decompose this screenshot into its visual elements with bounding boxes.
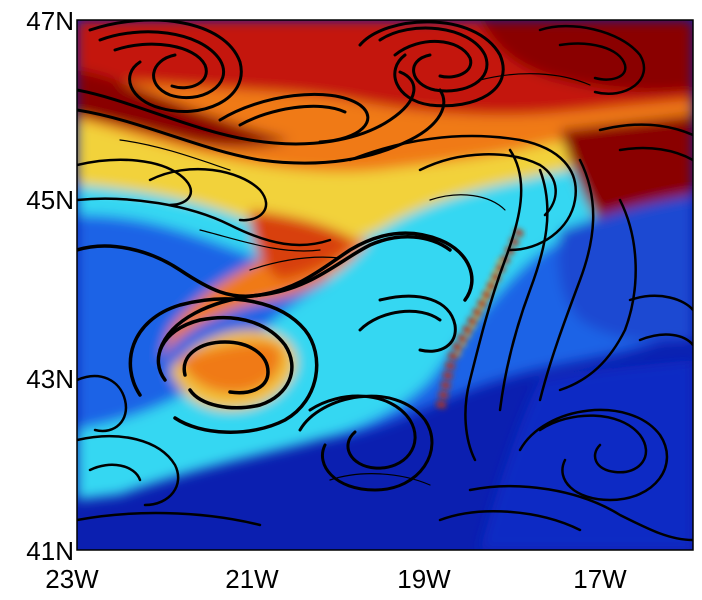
x-tick-label: 21W [225,564,279,594]
x-tick-label: 23W [45,564,99,594]
x-axis: 23W 21W 19W 17W [45,564,627,594]
y-tick-label: 41N [26,536,74,566]
diagonal-streak-secondary [453,259,502,362]
y-axis: 47N 45N 43N 41N [26,6,74,566]
dark-red-patch [480,20,693,92]
orange-eddy [180,341,283,394]
y-tick-label: 47N [26,6,74,36]
sea-field [77,20,693,550]
x-tick-label: 19W [397,564,451,594]
warm-eddy-tongue [160,238,370,360]
y-tick-label: 45N [26,185,74,215]
y-tick-label: 43N [26,364,74,394]
streamlines [77,20,693,542]
dark-red-patch [77,70,290,148]
map-frame-border [76,19,694,551]
x-tick-label: 17W [573,564,627,594]
southeast-blue [480,360,693,550]
